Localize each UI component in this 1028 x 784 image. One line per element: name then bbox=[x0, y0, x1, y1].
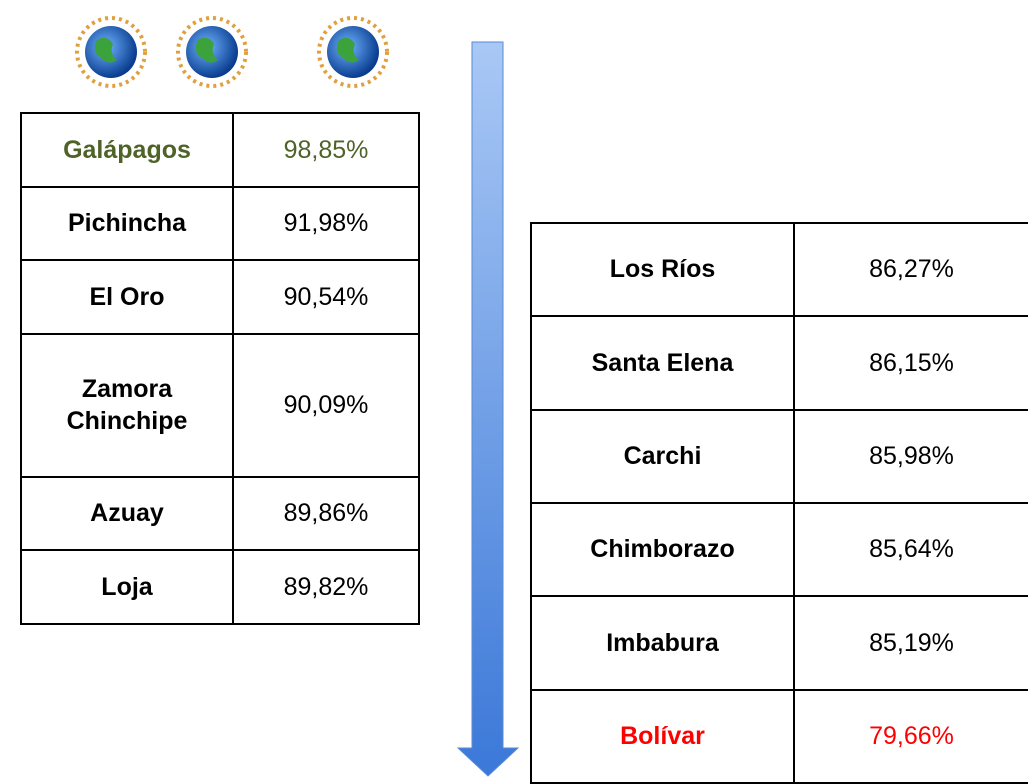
globe-icon bbox=[77, 18, 145, 86]
page: Galápagos98,85%Pichincha91,98%El Oro90,5… bbox=[0, 0, 1028, 781]
province-name: Azuay bbox=[21, 477, 233, 551]
province-name: Pichincha bbox=[21, 187, 233, 261]
percentage: 89,86% bbox=[233, 477, 419, 551]
percentage: 86,27% bbox=[794, 223, 1028, 316]
percentage: 89,82% bbox=[233, 550, 419, 624]
province-name: Carchi bbox=[531, 410, 794, 503]
province-name: El Oro bbox=[21, 260, 233, 334]
province-name: Galápagos bbox=[21, 113, 233, 187]
province-name: Loja bbox=[21, 550, 233, 624]
percentage: 85,98% bbox=[794, 410, 1028, 503]
percentage: 85,19% bbox=[794, 596, 1028, 689]
percentage: 90,09% bbox=[233, 334, 419, 477]
province-name: Chimborazo bbox=[531, 503, 794, 596]
percentage: 98,85% bbox=[233, 113, 419, 187]
percentage: 90,54% bbox=[233, 260, 419, 334]
province-name: Los Ríos bbox=[531, 223, 794, 316]
percentage: 79,66% bbox=[794, 690, 1028, 783]
globe-icon bbox=[178, 18, 246, 86]
province-name: Santa Elena bbox=[531, 316, 794, 409]
percentage: 86,15% bbox=[794, 316, 1028, 409]
province-name: Bolívar bbox=[531, 690, 794, 783]
globe-icon bbox=[319, 18, 387, 86]
arrow bbox=[458, 42, 518, 776]
province-name: Zamora Chinchipe bbox=[21, 334, 233, 477]
percentage: 91,98% bbox=[233, 187, 419, 261]
percentage: 85,64% bbox=[794, 503, 1028, 596]
province-name: Imbabura bbox=[531, 596, 794, 689]
